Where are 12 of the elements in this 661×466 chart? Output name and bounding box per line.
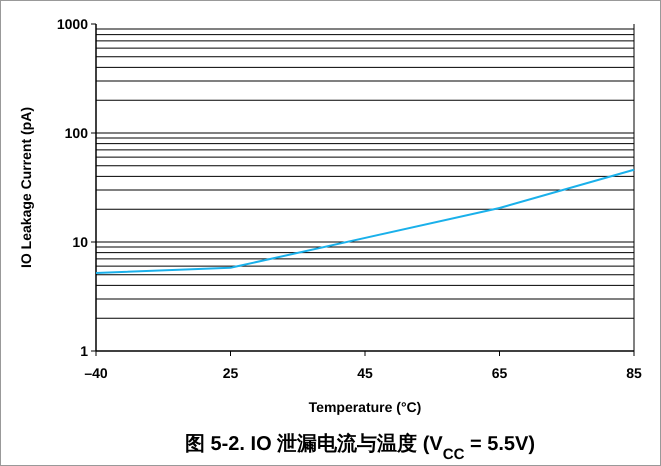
x-tick-label: 25 bbox=[222, 365, 238, 381]
x-tick-label: 65 bbox=[492, 365, 508, 381]
y-tick-label: 100 bbox=[64, 125, 88, 141]
x-tick-label: 45 bbox=[357, 365, 373, 381]
y-tick-label: 10 bbox=[72, 234, 88, 250]
x-tick-label: 85 bbox=[626, 365, 642, 381]
x-tick-label: –40 bbox=[84, 365, 108, 381]
y-tick-label: 1 bbox=[80, 343, 88, 359]
x-axis-title: Temperature (°C) bbox=[308, 399, 422, 415]
y-tick-label: 1000 bbox=[56, 16, 88, 32]
y-axis-title: IO Leakage Current (pA) bbox=[18, 106, 34, 268]
text: 图 5-2. IO 泄漏电流与温度 (V$_{CC}$ = 5.5V) bbox=[184, 432, 536, 462]
